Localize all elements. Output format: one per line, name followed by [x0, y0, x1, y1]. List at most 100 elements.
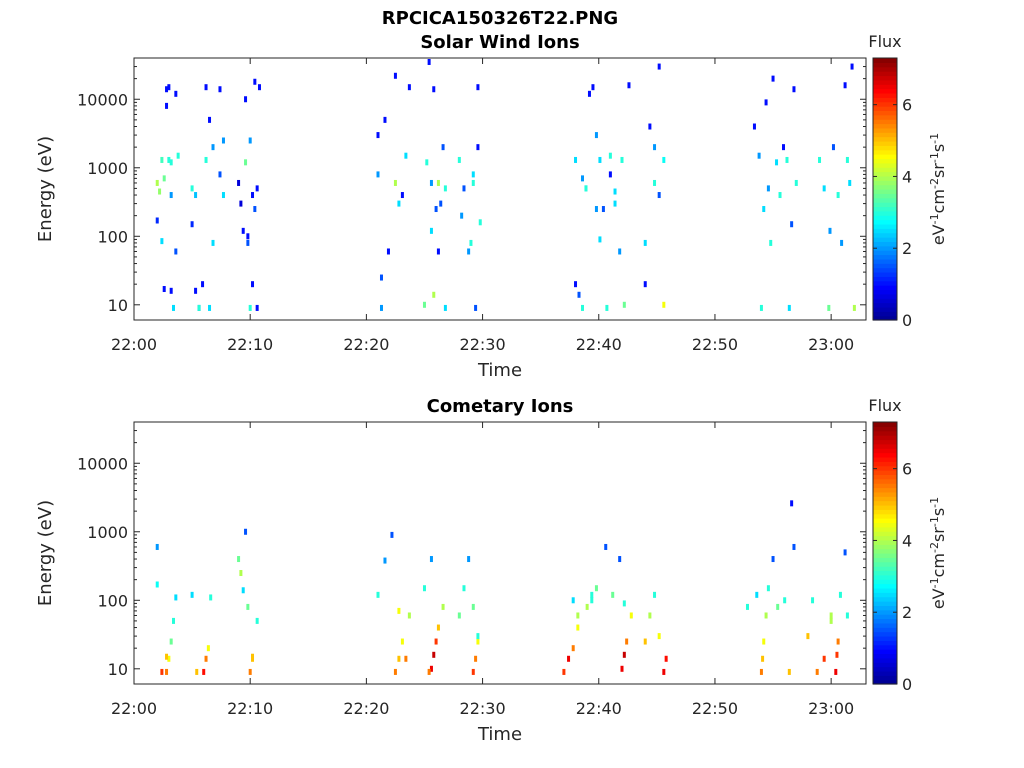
- colorbar-segment: [873, 210, 897, 216]
- flux-cell: [427, 58, 431, 65]
- flux-cell: [580, 175, 584, 182]
- colorbar-segment: [873, 635, 897, 641]
- flux-cell: [622, 651, 626, 658]
- flux-cell: [745, 603, 749, 610]
- flux-cell: [629, 612, 633, 619]
- flux-cell: [653, 591, 657, 598]
- flux-cell: [167, 655, 171, 662]
- flux-cell: [462, 585, 466, 592]
- flux-cell: [376, 132, 380, 139]
- flux-cell: [787, 304, 791, 311]
- flux-cell: [843, 549, 847, 556]
- flux-cell: [604, 543, 608, 550]
- flux-cell: [608, 152, 612, 159]
- flux-cell: [755, 591, 759, 598]
- colorbar-segment: [873, 132, 897, 138]
- flux-cell: [400, 192, 404, 199]
- flux-cell: [197, 304, 201, 311]
- flux-cell: [653, 179, 657, 186]
- flux-cell: [594, 132, 598, 139]
- flux-cell: [241, 227, 245, 234]
- colorbar-segment: [873, 456, 897, 462]
- flux-cell: [790, 500, 794, 507]
- flux-cell: [255, 185, 259, 192]
- flux-cell: [764, 99, 768, 106]
- axis-ticks: 22:00 22:10 22:20 22:30 22:40 22:50 23:00 10 100…: [77, 57, 866, 354]
- colorbar-segment: [873, 162, 897, 168]
- colorbar-segment: [873, 258, 897, 264]
- flux-cell: [204, 156, 208, 163]
- flux-cell: [836, 192, 840, 199]
- flux-cell: [172, 617, 176, 624]
- flux-cell: [622, 301, 626, 308]
- flux-cell: [165, 102, 169, 109]
- flux-cell: [838, 591, 842, 598]
- flux-cell: [221, 192, 225, 199]
- flux-cell: [627, 82, 631, 89]
- flux-cell: [840, 239, 844, 246]
- x-axis-label: Time: [477, 360, 522, 381]
- flux-cell: [577, 291, 581, 298]
- flux-cell: [211, 239, 215, 246]
- flux-cell: [434, 206, 438, 213]
- colorbar-unit-label: eV-1cm-2sr-1s-1: [928, 497, 949, 609]
- flux-cell: [848, 179, 852, 186]
- flux-cell: [476, 84, 480, 91]
- flux-cell: [195, 668, 199, 675]
- flux-cell: [429, 227, 433, 234]
- flux-cell: [244, 96, 248, 103]
- flux-cell: [598, 156, 602, 163]
- flux-cell: [648, 123, 652, 130]
- x-tick-label: 23:00: [808, 335, 854, 354]
- panel-title-cometary-ions: Cometary Ions: [427, 396, 574, 417]
- colorbar-segment: [873, 237, 897, 242]
- flux-cell: [239, 570, 243, 577]
- flux-cell: [427, 668, 431, 675]
- colorbar-segment: [873, 219, 897, 225]
- colorbar-segment: [873, 579, 897, 585]
- colorbar-segment: [873, 657, 897, 663]
- flux-cell: [762, 638, 766, 645]
- flux-cell: [429, 179, 433, 186]
- colorbar-segment: [873, 509, 897, 515]
- colorbar-segment: [873, 605, 897, 611]
- flux-cell: [248, 668, 252, 675]
- flux-cell: [383, 116, 387, 123]
- colorbar-segment: [873, 592, 897, 598]
- flux-cell: [605, 304, 609, 311]
- colorbar-segment: [873, 101, 897, 107]
- flux-cell: [792, 543, 796, 550]
- flux-cell: [471, 668, 475, 675]
- flux-cell: [815, 668, 819, 675]
- colorbar-segment: [873, 123, 897, 129]
- colorbar-segment: [873, 474, 897, 480]
- colorbar-segment: [873, 500, 897, 506]
- flux-cell: [155, 217, 159, 224]
- flux-cell: [476, 633, 480, 640]
- colorbar-title: Flux: [868, 32, 901, 51]
- flux-cell: [176, 152, 180, 159]
- flux-cell: [759, 668, 763, 675]
- flux-cell: [643, 239, 647, 246]
- flux-cell: [404, 152, 408, 159]
- flux-cell: [218, 171, 222, 178]
- colorbar-segment: [873, 649, 897, 655]
- colorbar-segment: [873, 627, 897, 633]
- x-axis-label: Time: [477, 724, 522, 745]
- flux-cell: [613, 200, 617, 207]
- flux-cell: [771, 556, 775, 563]
- flux-cell: [169, 159, 173, 166]
- colorbar-segment: [873, 206, 897, 212]
- flux-cell: [155, 581, 159, 588]
- flux-cell: [662, 668, 666, 675]
- colorbar-segment: [873, 496, 897, 502]
- colorbar-tick-label: 0: [902, 311, 912, 330]
- flux-cell: [155, 543, 159, 550]
- flux-cell: [850, 63, 854, 70]
- colorbar-segment: [873, 430, 897, 436]
- flux-cell: [618, 248, 622, 255]
- figure-title: RPCICA150326T22.PNG: [382, 8, 618, 29]
- flux-cell: [253, 78, 257, 85]
- flux-cell: [571, 645, 575, 652]
- flux-cell: [162, 175, 166, 182]
